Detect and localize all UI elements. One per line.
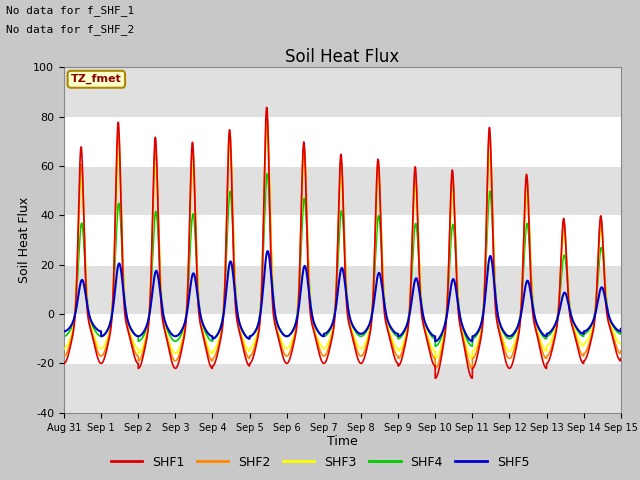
Title: Soil Heat Flux: Soil Heat Flux	[285, 48, 399, 66]
Y-axis label: Soil Heat Flux: Soil Heat Flux	[17, 197, 31, 283]
Text: TZ_fmet: TZ_fmet	[71, 74, 122, 84]
Text: No data for f_SHF_2: No data for f_SHF_2	[6, 24, 134, 35]
Text: No data for f_SHF_1: No data for f_SHF_1	[6, 5, 134, 16]
Bar	[64, 363, 621, 413]
Legend: SHF1, SHF2, SHF3, SHF4, SHF5: SHF1, SHF2, SHF3, SHF4, SHF5	[106, 451, 534, 474]
Bar	[64, 166, 621, 216]
Bar	[64, 67, 621, 117]
Bar	[64, 264, 621, 314]
X-axis label: Time: Time	[327, 435, 358, 448]
